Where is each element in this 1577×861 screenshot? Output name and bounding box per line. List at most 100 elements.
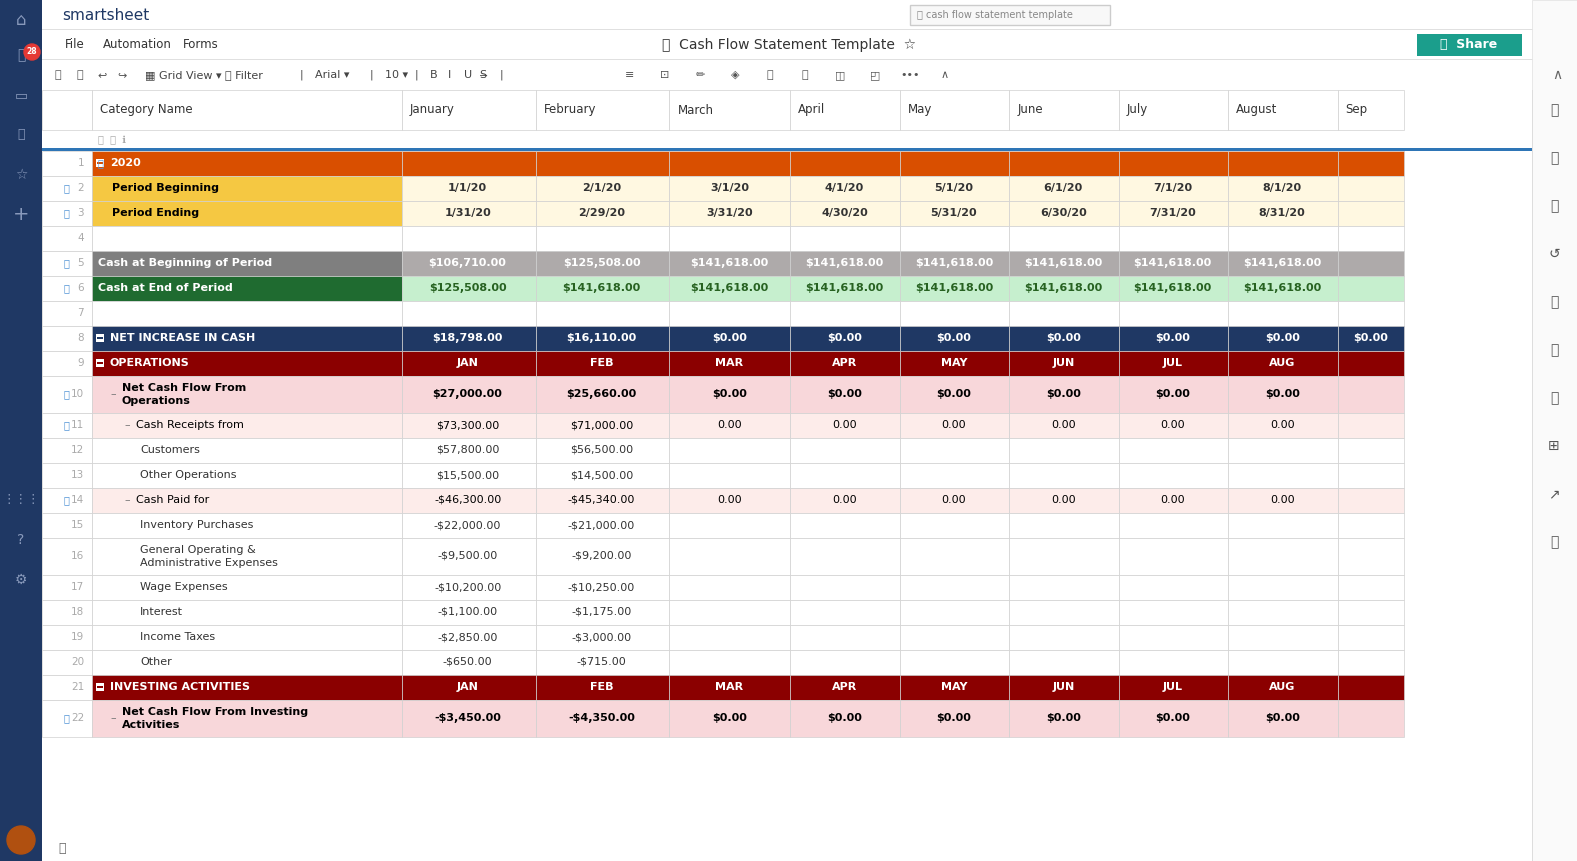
Text: Cash at Beginning of Period: Cash at Beginning of Period: [98, 258, 273, 268]
Bar: [670, 538, 790, 575]
Bar: [1337, 575, 1404, 600]
Bar: [1118, 488, 1228, 513]
Bar: [536, 675, 670, 700]
Bar: [98, 162, 103, 164]
Bar: [43, 625, 91, 650]
Text: 1/1/20: 1/1/20: [448, 183, 487, 193]
Bar: [536, 326, 670, 351]
Text: 🖨: 🖨: [77, 70, 84, 80]
Text: ◫: ◫: [834, 70, 845, 80]
Text: $0.00: $0.00: [1046, 333, 1080, 343]
Text: Category Name: Category Name: [99, 103, 192, 116]
Bar: [1009, 413, 1118, 438]
Text: –: –: [125, 495, 129, 505]
Bar: [536, 463, 670, 488]
Bar: [670, 575, 790, 600]
Text: 5: 5: [77, 258, 84, 268]
Text: Interest: Interest: [140, 607, 183, 617]
Bar: [43, 29, 1577, 30]
Text: JAN: JAN: [457, 682, 478, 692]
Bar: [402, 176, 536, 201]
Text: Net Cash Flow From: Net Cash Flow From: [121, 383, 246, 393]
Text: -$9,200.00: -$9,200.00: [571, 551, 632, 561]
Bar: [43, 90, 91, 130]
Text: 6: 6: [77, 283, 84, 293]
Text: 0.00: 0.00: [941, 495, 967, 505]
Text: 🔒: 🔒: [63, 258, 69, 268]
Bar: [91, 413, 402, 438]
Text: 🔒: 🔒: [63, 283, 69, 293]
Bar: [402, 413, 536, 438]
Bar: [1009, 151, 1118, 176]
Text: 🔒: 🔒: [63, 420, 69, 430]
Bar: [1337, 463, 1404, 488]
Bar: [1337, 176, 1404, 201]
Text: 3/31/20: 3/31/20: [706, 208, 752, 218]
Text: $0.00: $0.00: [711, 389, 747, 399]
Text: $141,618.00: $141,618.00: [563, 283, 640, 293]
Bar: [536, 351, 670, 376]
Text: $125,508.00: $125,508.00: [429, 283, 506, 293]
Bar: [1118, 575, 1228, 600]
Text: 4/30/20: 4/30/20: [822, 208, 867, 218]
Text: May: May: [908, 103, 932, 116]
Text: Operations: Operations: [121, 396, 191, 406]
Bar: [1118, 376, 1228, 413]
Bar: [900, 326, 1009, 351]
Text: 🔔: 🔔: [17, 48, 25, 62]
Text: $0.00: $0.00: [937, 333, 971, 343]
Text: OPERATIONS: OPERATIONS: [110, 358, 189, 368]
Bar: [900, 226, 1009, 251]
Text: 7/31/20: 7/31/20: [1150, 208, 1195, 218]
Bar: [670, 463, 790, 488]
Bar: [1337, 301, 1404, 326]
Bar: [536, 625, 670, 650]
Bar: [43, 413, 91, 438]
Bar: [900, 538, 1009, 575]
Bar: [1228, 413, 1337, 438]
Text: 3/1/20: 3/1/20: [710, 183, 749, 193]
Text: 2020: 2020: [110, 158, 140, 168]
Bar: [790, 700, 900, 737]
Text: Activities: Activities: [121, 720, 180, 730]
Bar: [402, 650, 536, 675]
Text: 📋  Cash Flow Statement Template  ☆: 📋 Cash Flow Statement Template ☆: [662, 38, 916, 52]
Text: 8/1/20: 8/1/20: [1263, 183, 1301, 193]
Bar: [43, 600, 91, 625]
Bar: [1337, 488, 1404, 513]
Bar: [1009, 276, 1118, 301]
Bar: [1228, 351, 1337, 376]
Bar: [43, 90, 1531, 130]
Text: 6/30/20: 6/30/20: [1039, 208, 1087, 218]
Text: -$3,000.00: -$3,000.00: [571, 632, 631, 642]
Bar: [1009, 201, 1118, 226]
Bar: [1009, 351, 1118, 376]
Text: ⋮⋮⋮: ⋮⋮⋮: [2, 493, 39, 506]
Bar: [98, 362, 103, 364]
Bar: [900, 575, 1009, 600]
Bar: [43, 59, 1577, 60]
Bar: [98, 337, 103, 339]
Text: 28: 28: [27, 47, 38, 57]
Text: $0.00: $0.00: [1265, 389, 1299, 399]
Bar: [1337, 413, 1404, 438]
Text: $141,618.00: $141,618.00: [1134, 283, 1211, 293]
Bar: [1118, 625, 1228, 650]
Text: JUL: JUL: [1162, 358, 1183, 368]
Bar: [536, 650, 670, 675]
Bar: [1118, 176, 1228, 201]
Bar: [43, 675, 91, 700]
Bar: [402, 251, 536, 276]
Bar: [670, 438, 790, 463]
Text: Other: Other: [140, 657, 172, 667]
Bar: [1337, 513, 1404, 538]
Text: 6/1/20: 6/1/20: [1044, 183, 1083, 193]
Text: APR: APR: [831, 358, 856, 368]
Text: 0.00: 0.00: [1161, 495, 1184, 505]
Text: 📤: 📤: [1550, 295, 1558, 309]
Bar: [900, 376, 1009, 413]
Bar: [402, 351, 536, 376]
Bar: [536, 251, 670, 276]
Text: $0.00: $0.00: [826, 389, 863, 399]
Text: 0.00: 0.00: [941, 420, 967, 430]
